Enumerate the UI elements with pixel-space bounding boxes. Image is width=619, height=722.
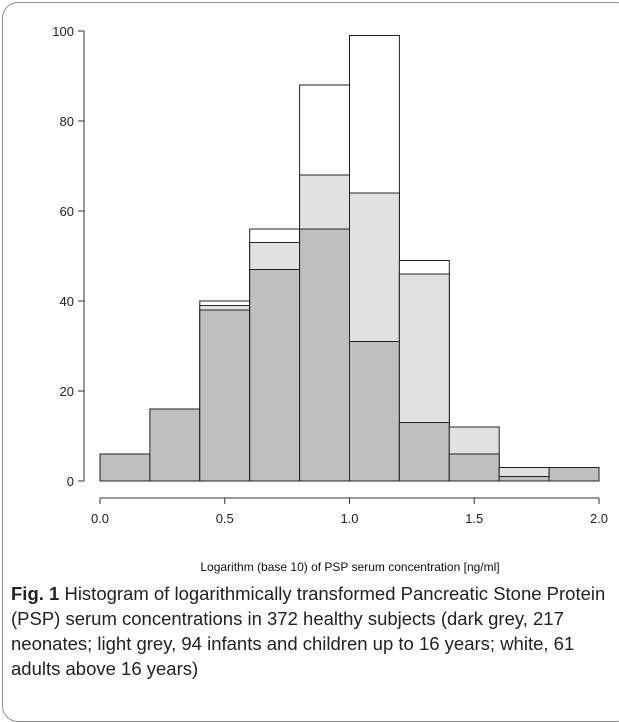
bar-neonates-bin-9	[548, 467, 600, 482]
bar-neonates-bin-1	[149, 408, 201, 482]
bars-layer	[99, 35, 600, 482]
x-tick-label: 0.5	[216, 511, 234, 526]
axes-layer: 0 20 40 60 80 100 0.0 0.5 1.0 1.5 2.0	[52, 24, 608, 526]
x-axis-title: Logarithm (base 10) of PSP serum concent…	[200, 560, 499, 574]
x-tick-label: 2.0	[590, 511, 608, 526]
bar-neonates-bin-4	[299, 228, 351, 482]
y-tick-label: 80	[60, 114, 74, 129]
figure-label: Fig. 1	[11, 583, 60, 604]
bar-neonates-bin-3	[249, 269, 301, 482]
y-tick-label: 60	[60, 204, 74, 219]
bar-neonates-bin-7	[448, 453, 500, 482]
y-tick-label: 100	[52, 24, 74, 39]
figure-caption: Fig. 1 Histogram of logarithmically tran…	[11, 581, 611, 681]
y-tick-label: 40	[60, 294, 74, 309]
bar-neonates-bin-2	[199, 309, 251, 482]
x-tick-label: 1.5	[465, 511, 483, 526]
bar-neonates-bin-8	[498, 476, 550, 482]
y-tick-label: 20	[60, 384, 74, 399]
bar-neonates-bin-0	[99, 453, 151, 482]
histogram-chart: 0 20 40 60 80 100 0.0 0.5 1.0 1.5 2.0 Logarithm (b…	[52, 24, 608, 574]
y-tick-label: 0	[67, 474, 74, 489]
x-tick-label: 0.0	[91, 511, 109, 526]
bar-neonates-bin-5	[349, 341, 400, 482]
x-tick-label: 1.0	[340, 511, 358, 526]
bar-neonates-bin-6	[398, 422, 450, 482]
caption-text: Histogram of logarithmically transformed…	[11, 583, 606, 679]
